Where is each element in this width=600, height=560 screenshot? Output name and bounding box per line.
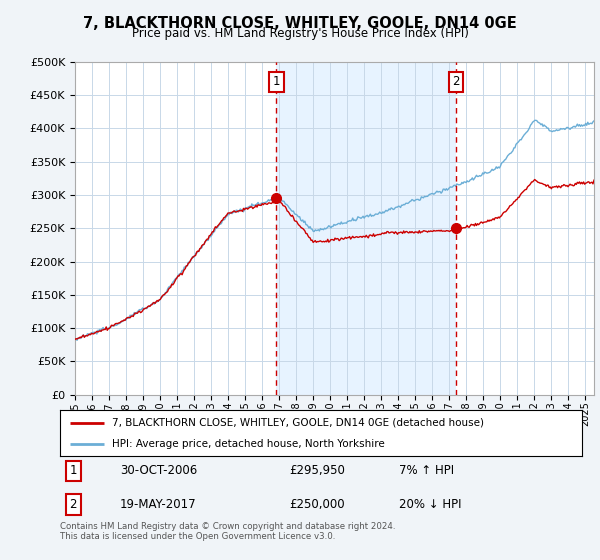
Text: 30-OCT-2006: 30-OCT-2006 (120, 464, 197, 477)
Text: HPI: Average price, detached house, North Yorkshire: HPI: Average price, detached house, Nort… (112, 439, 385, 449)
Text: 7, BLACKTHORN CLOSE, WHITLEY, GOOLE, DN14 0GE (detached house): 7, BLACKTHORN CLOSE, WHITLEY, GOOLE, DN1… (112, 418, 484, 428)
Text: 1: 1 (272, 75, 280, 88)
Text: 1: 1 (70, 464, 77, 477)
Text: 2: 2 (70, 498, 77, 511)
Text: Contains HM Land Registry data © Crown copyright and database right 2024.
This d: Contains HM Land Registry data © Crown c… (60, 522, 395, 542)
Text: £250,000: £250,000 (290, 498, 346, 511)
Text: 7, BLACKTHORN CLOSE, WHITLEY, GOOLE, DN14 0GE: 7, BLACKTHORN CLOSE, WHITLEY, GOOLE, DN1… (83, 16, 517, 31)
Text: 7% ↑ HPI: 7% ↑ HPI (400, 464, 454, 477)
Bar (277, 62, 456, 395)
Text: £295,950: £295,950 (290, 464, 346, 477)
Text: 20% ↓ HPI: 20% ↓ HPI (400, 498, 462, 511)
Text: 19-MAY-2017: 19-MAY-2017 (120, 498, 197, 511)
Text: 2: 2 (452, 75, 460, 88)
Text: Price paid vs. HM Land Registry's House Price Index (HPI): Price paid vs. HM Land Registry's House … (131, 27, 469, 40)
